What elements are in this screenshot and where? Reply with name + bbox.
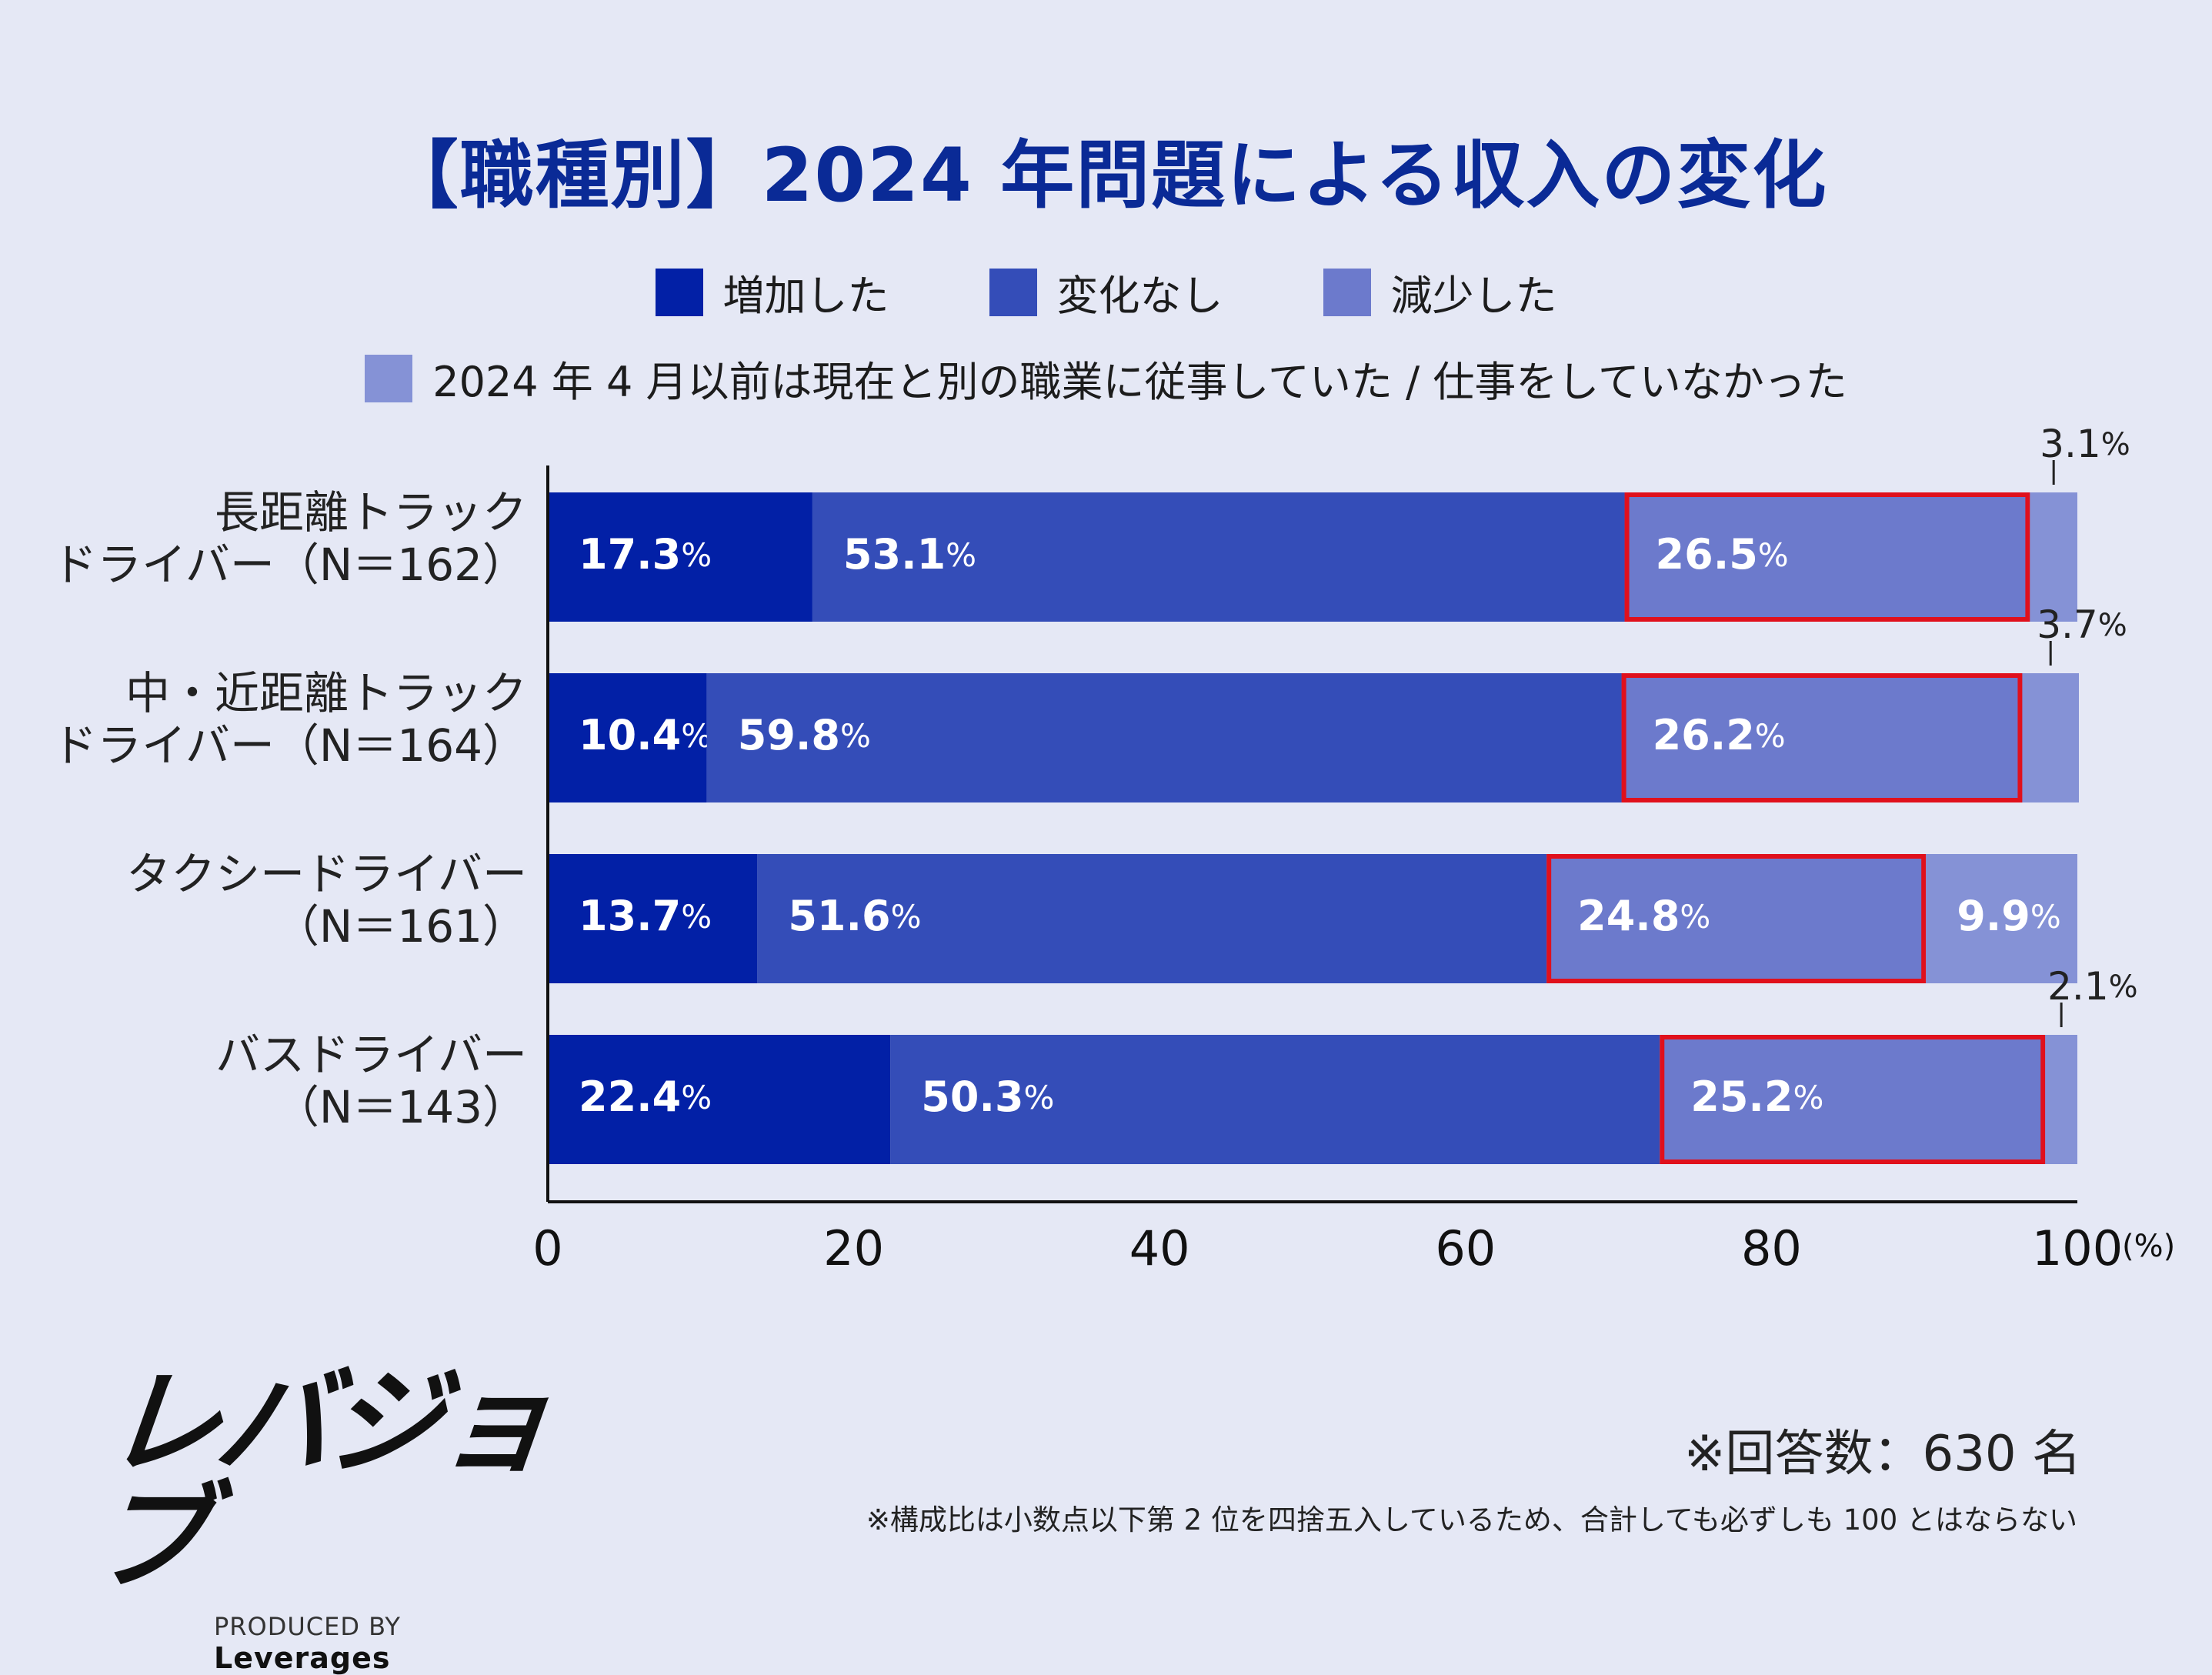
- legend-swatch: [1323, 268, 1371, 316]
- highlight-box: [1546, 854, 1927, 983]
- logo-subtitle: PRODUCED BY Leverages: [100, 1612, 577, 1675]
- company-logo: レバジョブ PRODUCED BY Leverages: [87, 1356, 577, 1675]
- x-tick-label: 0: [532, 1220, 562, 1276]
- category-label: 中・近距離トラックドライバー（N＝164）: [52, 667, 527, 772]
- x-tick-label: 40: [1129, 1220, 1190, 1276]
- category-label: バスドライバー（N＝143）: [215, 1029, 527, 1133]
- data-label: 26.2%: [1653, 711, 1786, 759]
- bar-segment: [757, 854, 1547, 983]
- legend-label: 増加した: [722, 272, 889, 320]
- bar-segment: [2030, 492, 2077, 622]
- bar-segment: [706, 673, 1622, 802]
- data-label: 24.8%: [1577, 892, 1710, 940]
- data-label: 26.5%: [1656, 530, 1789, 579]
- legend-swatch: [365, 354, 413, 402]
- legend-swatch: [655, 268, 703, 316]
- bar-segment: [548, 492, 812, 622]
- data-label: 25.2%: [1690, 1073, 1823, 1121]
- x-tick-label: 100: [2032, 1220, 2123, 1276]
- highlight-box: [1660, 1035, 2046, 1164]
- highlight-box: [1624, 492, 2030, 622]
- data-label-outside: 3.7%: [2037, 602, 2127, 647]
- legend-label: 2024 年 4 月以前は現在と別の職業に従事していた / 仕事をしていなかった: [432, 358, 1847, 406]
- brand-name: Leverages: [214, 1641, 391, 1675]
- legend-label: 減少した: [1390, 272, 1557, 320]
- x-axis-unit: (%): [2122, 1229, 2175, 1264]
- bar-segment: [1546, 854, 1927, 983]
- chart-title: 【職種別】2024 年問題による収入の変化: [384, 132, 1828, 219]
- bar-segment: [1926, 854, 2077, 983]
- data-label: 22.4%: [579, 1073, 712, 1121]
- bar-segment: [2022, 673, 2079, 802]
- legend-item-increased: 増加した: [655, 262, 889, 322]
- data-label: 10.4%: [579, 711, 712, 759]
- x-tick-label: 20: [823, 1220, 884, 1276]
- category-label: 長距離トラックドライバー（N＝162）: [52, 486, 527, 591]
- category-label: タクシードライバー（N＝161）: [126, 848, 527, 953]
- data-label: 9.9%: [1957, 892, 2061, 940]
- legend-item-decreased: 減少した: [1323, 262, 1557, 322]
- data-label: 53.1%: [843, 530, 976, 579]
- footnote: ※構成比は小数点以下第 2 位を四捨五入しているため、合計しても必ずしも 100…: [866, 1503, 2077, 1537]
- x-tick-label: 80: [1741, 1220, 1802, 1276]
- x-tick-label: 60: [1435, 1220, 1496, 1276]
- logo-wordmark: レバジョブ: [86, 1356, 557, 1606]
- data-label: 50.3%: [921, 1073, 1054, 1121]
- legend: 増加した 変化なし 減少した: [0, 262, 2212, 322]
- bar-segment: [548, 673, 707, 802]
- data-label-outside: 2.1%: [2047, 964, 2138, 1009]
- legend-row-other: 2024 年 4 月以前は現在と別の職業に従事していた / 仕事をしていなかった: [0, 348, 2212, 409]
- legend-item-no-change: 変化なし: [989, 262, 1223, 322]
- data-label: 17.3%: [579, 530, 712, 579]
- bar-segment: [1660, 1035, 2046, 1164]
- bar-segment: [1621, 673, 2023, 802]
- data-label: 13.7%: [579, 892, 712, 940]
- bar-segment: [548, 1035, 891, 1164]
- respondent-count: ※回答数：630 名: [1683, 1426, 2081, 1483]
- legend-label: 変化なし: [1056, 272, 1223, 320]
- data-label: 59.8%: [738, 711, 871, 759]
- bar-segment: [812, 492, 1625, 622]
- bar-segment: [1624, 492, 2030, 622]
- bar-segment: [2045, 1035, 2077, 1164]
- legend-swatch: [989, 268, 1037, 316]
- produced-by-text: PRODUCED BY: [214, 1612, 401, 1641]
- data-label-outside: 3.1%: [2040, 422, 2130, 466]
- data-label: 51.6%: [788, 892, 921, 940]
- bar-segment: [890, 1035, 1660, 1164]
- stacked-bar-chart: 長距離トラックドライバー（N＝162） 17.3% 53.1% 26.5% 3.1% 中・…: [52, 422, 2175, 1277]
- highlight-box: [1621, 673, 2023, 802]
- bar-segment: [548, 854, 758, 983]
- legend-item-other: 2024 年 4 月以前は現在と別の職業に従事していた / 仕事をしていなかった: [365, 348, 1847, 409]
